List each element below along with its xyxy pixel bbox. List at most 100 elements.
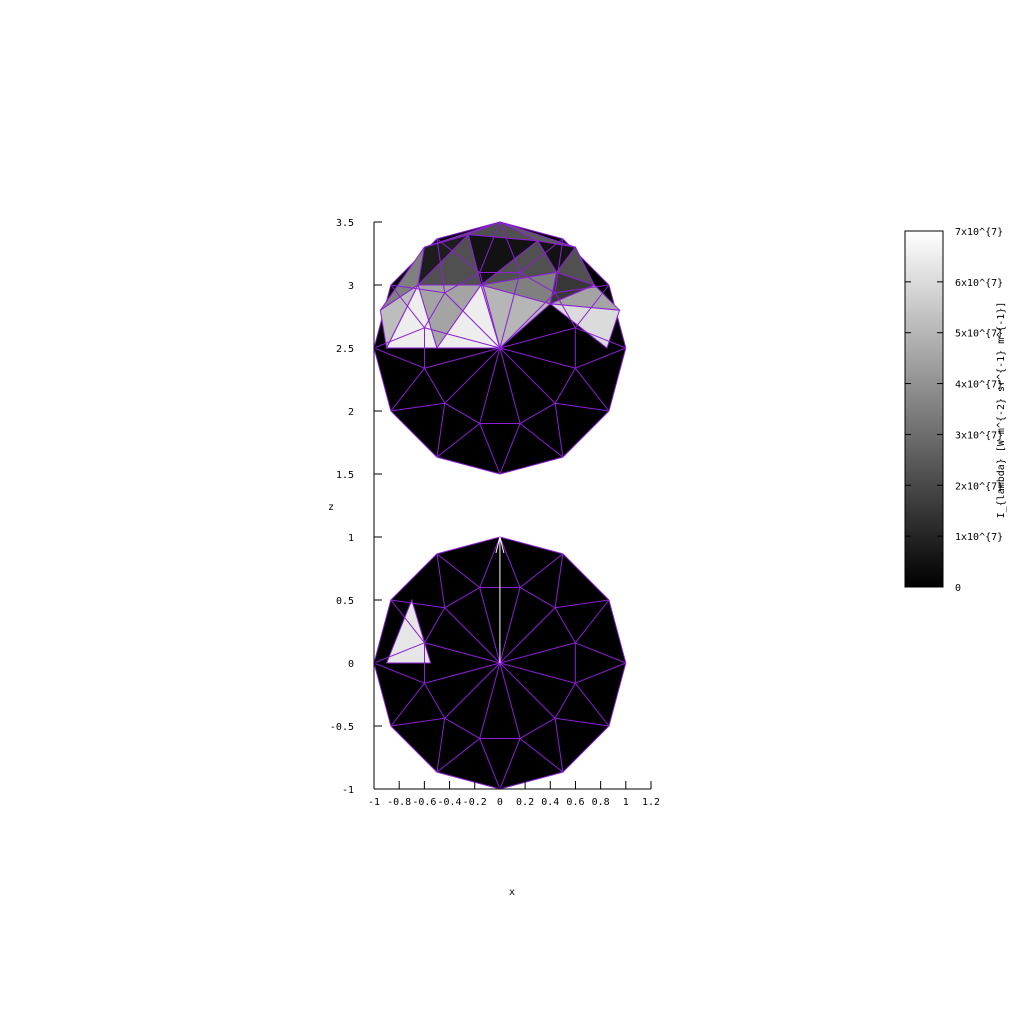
- x-tick-label: -0.2: [463, 797, 487, 808]
- mesh-edge: [390, 717, 445, 727]
- sphere-mesh-layer: [373, 221, 627, 790]
- mesh-edge: [390, 599, 445, 609]
- mesh-edge: [424, 327, 501, 349]
- mesh-edge: [499, 642, 576, 664]
- mesh-edge: [574, 284, 610, 329]
- mesh-edge: [499, 662, 521, 739]
- mesh-edge: [436, 238, 446, 293]
- colorbar: 0 1x10^{7} 2x10^{7} 3x10^{7} 4x10^{7} 5x10^{7…: [904, 227, 1007, 594]
- x-tick-label: 0.6: [566, 797, 584, 808]
- colorbar-gradient: [904, 230, 944, 588]
- mesh-edge: [499, 327, 576, 349]
- mesh-edge: [479, 423, 501, 475]
- y-tick-label: 3.5: [336, 218, 354, 229]
- x-tick-label: -0.8: [387, 797, 411, 808]
- mesh-edge: [373, 662, 425, 684]
- mesh-edge: [499, 347, 556, 404]
- x-tick-label: -1: [368, 797, 380, 808]
- mesh-edge: [444, 347, 501, 404]
- colorbar-tick-label: 7x10^{7}: [955, 227, 1003, 238]
- direction-arrow: [495, 536, 505, 663]
- mesh-triangle: [385, 598, 432, 664]
- sphere: [373, 221, 627, 475]
- colorbar-tick-label: 2x10^{7}: [955, 481, 1003, 492]
- mesh-edge: [444, 272, 480, 294]
- mesh-edge: [519, 423, 564, 458]
- mesh-edge: [444, 402, 480, 424]
- mesh-edge: [499, 347, 521, 424]
- mesh-edge: [373, 642, 425, 664]
- mesh-edge: [575, 327, 627, 349]
- mesh-edge: [424, 607, 446, 644]
- mesh-edge: [519, 587, 556, 609]
- x-tick-label: -0.4: [437, 797, 461, 808]
- mesh-edge: [444, 717, 480, 739]
- mesh-edge: [479, 587, 501, 664]
- mesh-edge: [519, 272, 556, 294]
- mesh-edge: [499, 738, 521, 790]
- colorbar-tick-label: 3x10^{7}: [955, 430, 1003, 441]
- mesh-edge: [390, 284, 425, 329]
- colorbar-tick-label: 4x10^{7}: [955, 380, 1003, 391]
- x-tick-label: 0: [497, 797, 503, 808]
- mesh-edge: [555, 717, 610, 727]
- mesh-edge: [436, 403, 446, 458]
- x-axis-ticks: -1 -0.8 -0.6 -0.4 -0.2 0 0.2 0.4 0.6 0.8 1 1.2: [368, 781, 660, 808]
- mesh-edge: [424, 682, 446, 719]
- y-axis-label: z: [328, 502, 334, 513]
- mesh-edge: [444, 587, 480, 609]
- y-tick-label: 2: [348, 407, 354, 418]
- mesh-edge: [499, 292, 556, 349]
- arrow-head: [495, 536, 505, 554]
- mesh-edge: [390, 367, 425, 412]
- y-tick-label: 0.5: [336, 596, 354, 607]
- mesh-edge: [479, 347, 501, 424]
- mesh-edge: [499, 662, 556, 719]
- mesh-edge: [554, 718, 564, 773]
- colorbar-label: I_{lambda} [W m^{-2} sr^{-1} m^{-1}]: [996, 302, 1007, 519]
- mesh-edge: [554, 553, 564, 608]
- mesh-edge: [436, 718, 446, 773]
- mesh-edge: [390, 402, 445, 412]
- mesh-edge: [390, 284, 445, 294]
- mesh-edge: [424, 347, 501, 369]
- mesh-edge: [554, 607, 576, 644]
- mesh-edge: [499, 587, 521, 664]
- mesh-edge: [519, 553, 564, 588]
- colorbar-tick-label: 6x10^{7}: [955, 278, 1003, 289]
- x-tick-label: -0.6: [412, 797, 436, 808]
- mesh-edge: [424, 367, 446, 404]
- mesh-edge: [373, 327, 425, 349]
- mesh-edge: [424, 292, 446, 329]
- mesh-edge: [424, 662, 501, 684]
- mesh-edge: [554, 682, 576, 719]
- mesh-edge: [575, 642, 627, 664]
- mesh-edge: [554, 367, 576, 404]
- mesh-edge: [499, 272, 521, 349]
- mesh-edge: [499, 536, 521, 588]
- x-tick-label: 0.2: [516, 797, 534, 808]
- mesh-edge: [554, 238, 564, 293]
- mesh-edge: [444, 662, 501, 719]
- mesh-edge: [554, 403, 564, 458]
- x-tick-label: 1.2: [642, 797, 660, 808]
- y-tick-label: 3: [348, 281, 354, 292]
- colorbar-tick-label: 1x10^{7}: [955, 532, 1003, 543]
- mesh-edge: [390, 599, 425, 644]
- mesh-edge: [499, 221, 521, 273]
- x-tick-label: 0.4: [541, 797, 559, 808]
- colorbar-tick-label: 0: [955, 583, 961, 594]
- y-tick-label: -0.5: [330, 722, 354, 733]
- mesh-edge: [436, 423, 481, 458]
- mesh-edge: [499, 423, 521, 475]
- colorbar-ticks: 0 1x10^{7} 2x10^{7} 3x10^{7} 4x10^{7} 5x10^{7…: [905, 227, 1003, 594]
- x-tick-label: 1: [623, 797, 629, 808]
- mesh-edge: [575, 347, 627, 369]
- y-axis-ticks: -1 -0.5 0 0.5 1 1.5 2 2.5 3 3.5: [330, 218, 382, 796]
- mesh-edge: [479, 536, 501, 588]
- colorbar-tick-label: 5x10^{7}: [955, 329, 1003, 340]
- y-tick-label: 2.5: [336, 344, 354, 355]
- mesh-edge: [479, 738, 501, 790]
- mesh-edge: [574, 682, 610, 727]
